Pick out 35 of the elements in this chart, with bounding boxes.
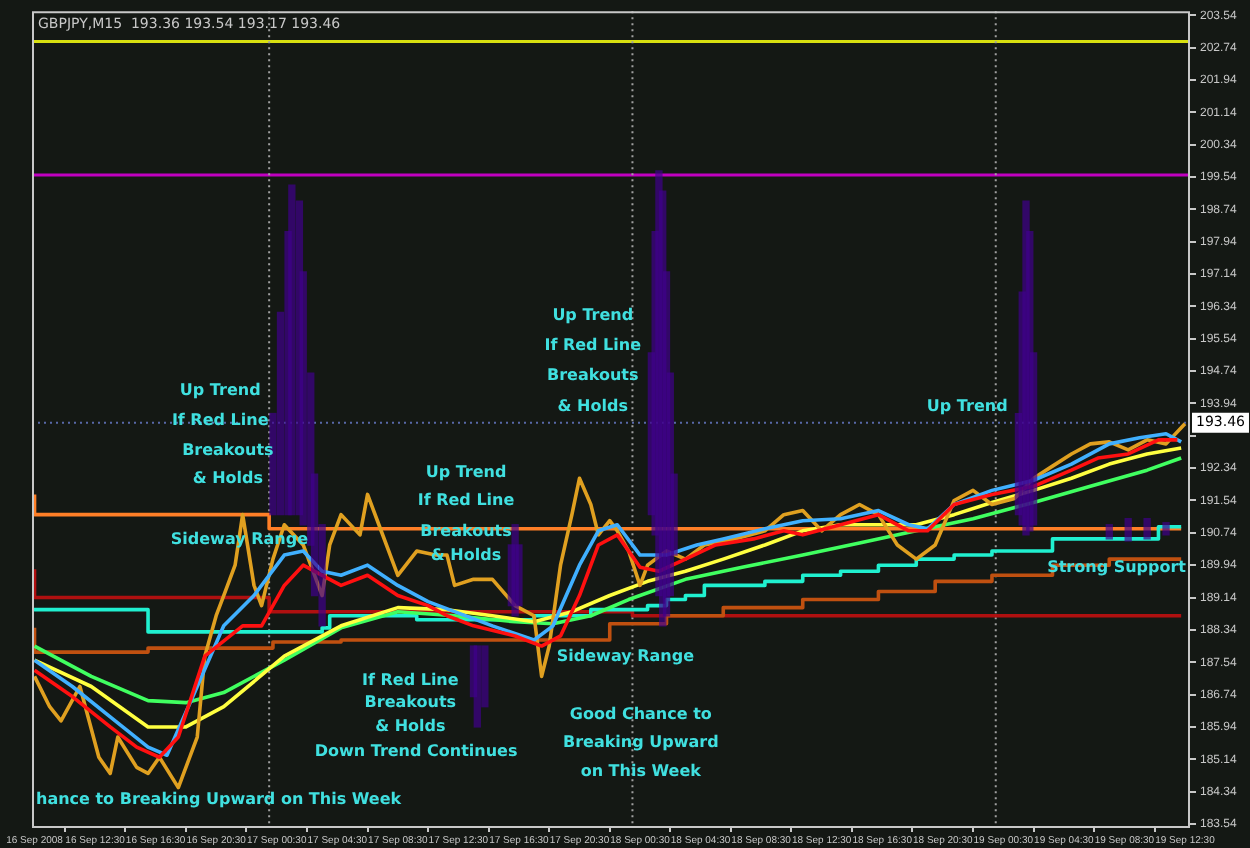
annotation: Breakouts	[547, 366, 639, 385]
bar	[1124, 518, 1132, 542]
annotation: If Red Line	[171, 410, 270, 429]
bar	[670, 473, 678, 556]
bar	[276, 311, 285, 516]
annotation: Breakouts	[364, 693, 457, 712]
annotation: Breaking Upward	[562, 733, 720, 752]
bar	[299, 271, 307, 526]
annotation: & Holds	[375, 717, 446, 736]
annotation: If Red Line	[417, 491, 516, 510]
annotation: Good Chance to	[569, 705, 713, 724]
bar	[515, 544, 523, 607]
bar	[269, 412, 277, 516]
annotation: & Holds	[557, 396, 629, 415]
annotation: If Red Line	[362, 670, 460, 689]
annotation: Up Trend	[179, 380, 262, 399]
annotation: If Red Line	[544, 336, 643, 355]
annotation: Sideway Range	[556, 646, 696, 665]
bar	[318, 524, 326, 627]
annotation: Down Trend Continues	[314, 741, 518, 760]
annotation: hance to Breaking Upward on This Week	[35, 789, 403, 808]
annotation: Breakouts	[182, 441, 275, 460]
bar	[1143, 518, 1151, 540]
bar	[1029, 352, 1038, 526]
bar	[473, 645, 481, 728]
bar	[310, 473, 319, 597]
annotation: Up Trend	[926, 396, 1009, 415]
annotation: on This Week	[580, 761, 703, 780]
bar	[1162, 522, 1170, 536]
bar	[288, 184, 296, 516]
annotation: & Holds	[192, 469, 264, 488]
bar	[481, 645, 489, 708]
annotation: Up Trend	[552, 305, 634, 324]
annotation: Up Trend	[425, 463, 507, 482]
bar	[1105, 524, 1113, 540]
